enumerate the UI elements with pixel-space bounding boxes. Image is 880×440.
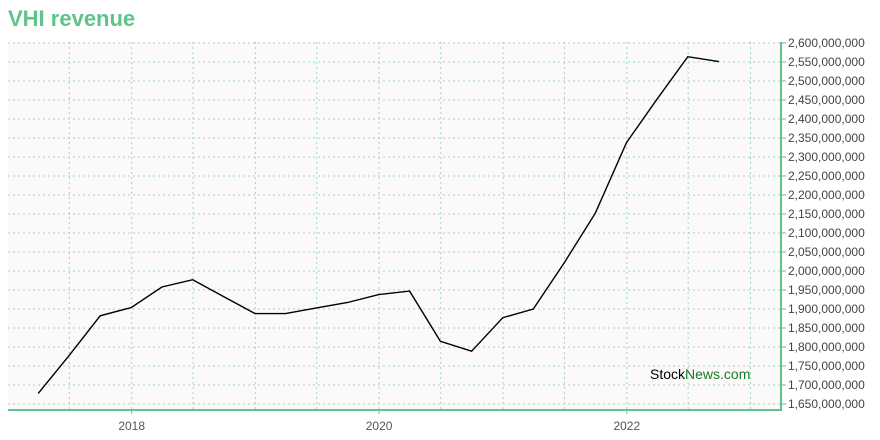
y-tick-label: 2,300,000,000	[788, 150, 865, 164]
y-tick-label: 2,200,000,000	[788, 188, 865, 202]
y-tick-label: 2,450,000,000	[788, 93, 865, 107]
y-tick-label: 1,850,000,000	[788, 321, 865, 335]
y-tick-label: 2,100,000,000	[788, 226, 865, 240]
series-layer	[37, 55, 720, 394]
y-tick-label: 2,150,000,000	[788, 207, 865, 221]
y-tick-label: 2,350,000,000	[788, 131, 865, 145]
y-tick-label: 2,550,000,000	[788, 55, 865, 69]
x-tick-label: 2022	[613, 419, 640, 433]
series-line	[37, 55, 720, 394]
grid-layer	[8, 42, 781, 410]
y-tick-label: 2,050,000,000	[788, 245, 865, 259]
y-tick-labels: 1,650,000,000 1,700,000,000 1,750,000,000 1…	[788, 36, 865, 411]
y-tick-label: 2,000,000,000	[788, 264, 865, 278]
y-tick-label: 1,750,000,000	[788, 359, 865, 373]
watermark-stock: Stock	[650, 366, 686, 382]
y-tick-label: 1,800,000,000	[788, 340, 865, 354]
watermark: StockNews.com	[650, 366, 750, 382]
y-tick-label: 1,650,000,000	[788, 397, 865, 411]
x-tick-labels: 2018 2020 2022	[118, 419, 640, 433]
y-tick-label: 1,900,000,000	[788, 302, 865, 316]
y-tick-label: 2,400,000,000	[788, 112, 865, 126]
x-tick-label: 2018	[118, 419, 145, 433]
y-tick-label: 1,700,000,000	[788, 378, 865, 392]
chart-title: VHI revenue	[8, 6, 136, 31]
y-tick-label: 2,600,000,000	[788, 36, 865, 50]
watermark-news: News	[685, 366, 720, 382]
axis-layer	[8, 42, 786, 414]
y-tick-label: 2,500,000,000	[788, 74, 865, 88]
y-tick-label: 1,950,000,000	[788, 283, 865, 297]
x-tick-label: 2020	[366, 419, 393, 433]
y-tick-label: 2,250,000,000	[788, 169, 865, 183]
plot-background	[8, 42, 781, 410]
watermark-dotcom: .com	[720, 366, 750, 382]
